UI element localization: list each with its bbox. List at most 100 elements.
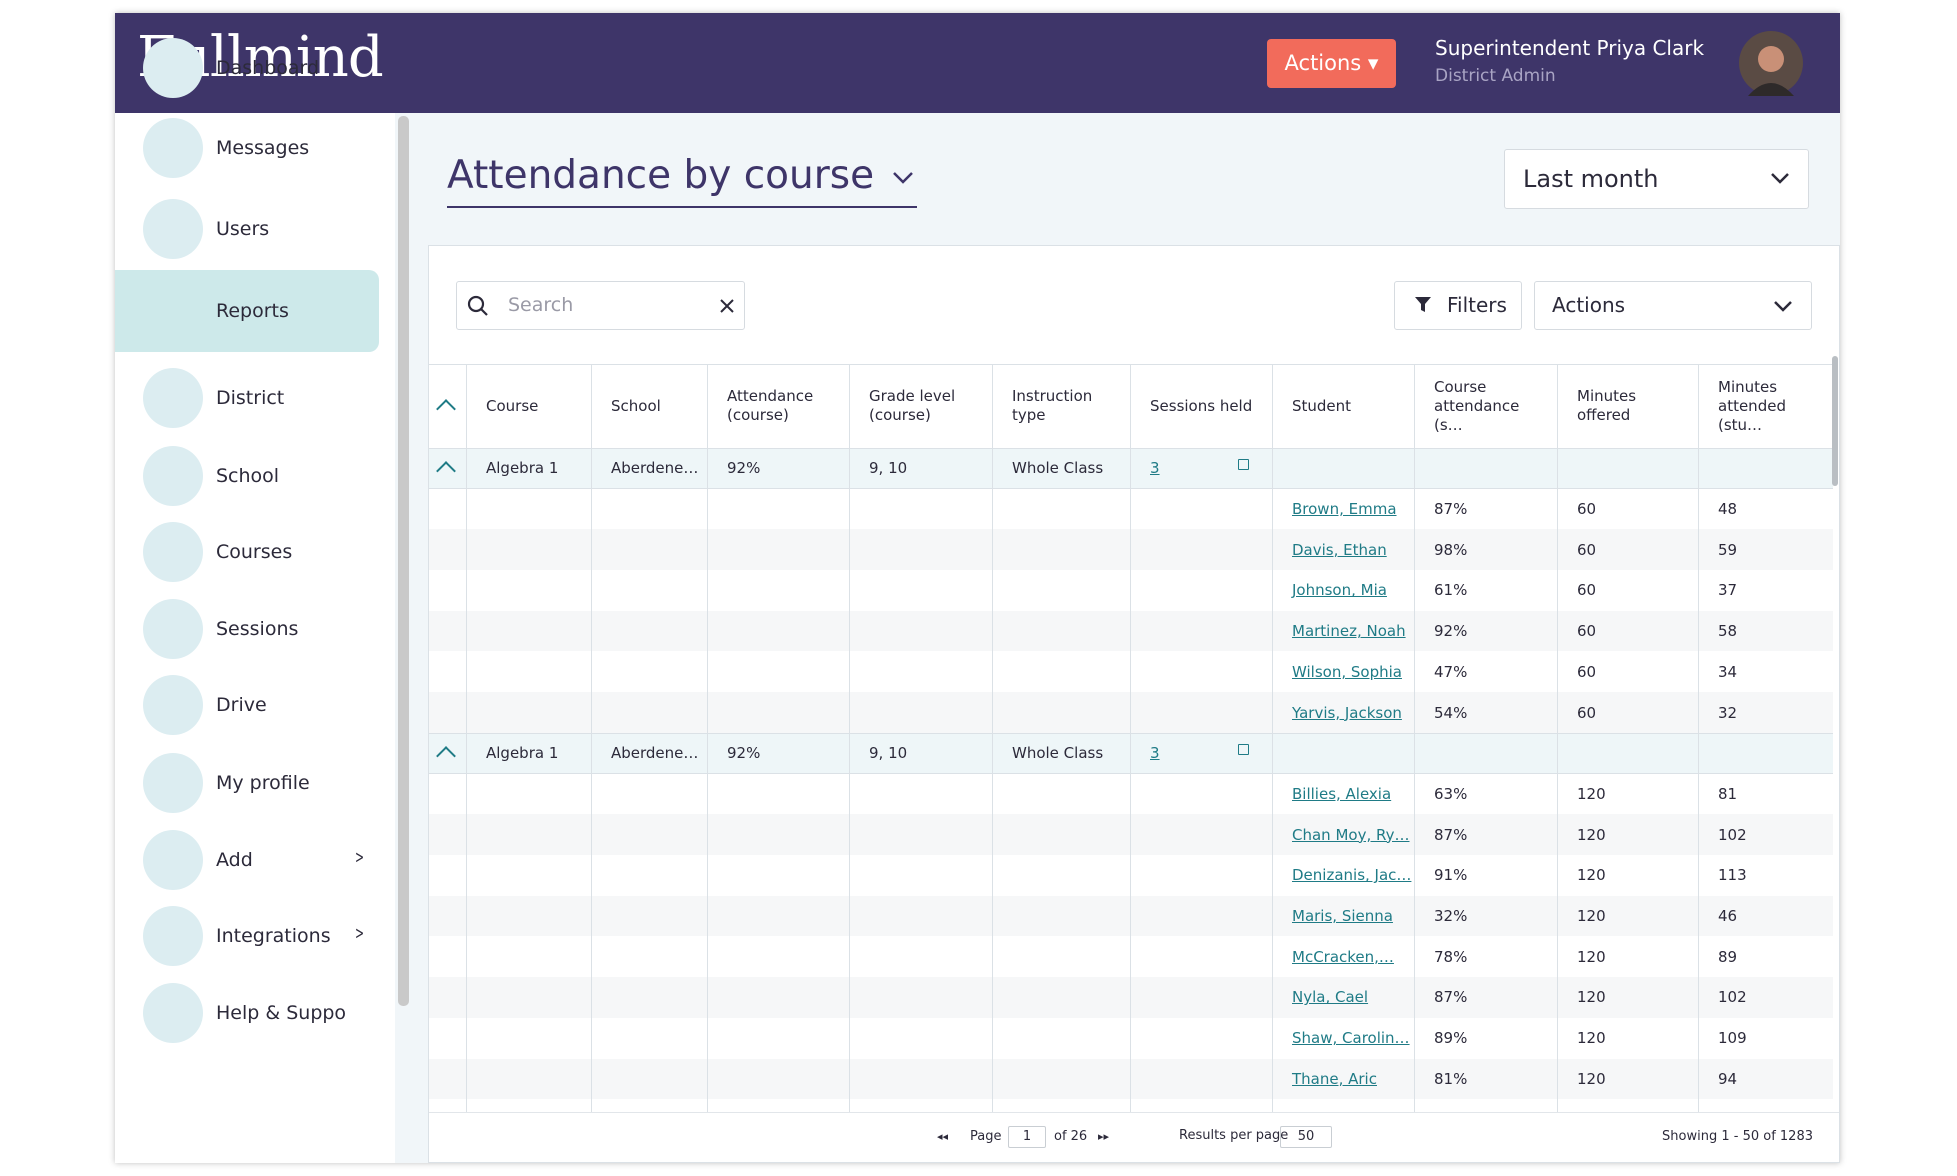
column-header[interactable]: Attendance (course) (727, 387, 814, 424)
report-title[interactable]: Attendance by course (447, 153, 875, 198)
minutes-attended-cell: 48 (1718, 500, 1738, 519)
next-last-buttons[interactable]: ▸▸ (1098, 1130, 1110, 1143)
minutes-attended-cell: 102 (1718, 825, 1747, 844)
minutes-offered-cell: 60 (1577, 500, 1597, 519)
minutes-attended-cell: 46 (1718, 907, 1738, 926)
minutes-offered-cell: 60 (1577, 540, 1597, 559)
table-scrollbar[interactable] (1832, 356, 1838, 486)
column-header[interactable]: Course attendance (s… (1434, 377, 1520, 434)
student-link[interactable]: Yarvis, Jackson (1292, 703, 1402, 722)
student-link[interactable]: Wilson, Sophia (1292, 662, 1402, 681)
column-divider (1698, 364, 1699, 1112)
nav-item[interactable]: District (115, 357, 379, 439)
actions-button[interactable]: Actions ▾ (1267, 39, 1396, 88)
student-link[interactable]: Martinez, Noah (1292, 622, 1406, 641)
course-attendance-cell: 87% (1434, 825, 1468, 844)
student-link[interactable]: Denizanis, Jac… (1292, 866, 1412, 885)
nav-label: School (216, 465, 280, 487)
filters-button[interactable]: Filters (1394, 281, 1522, 330)
nav-item[interactable]: School (115, 435, 379, 517)
sessions-link[interactable]: 3 (1150, 744, 1160, 763)
table-row (429, 529, 1833, 571)
student-link[interactable]: Thane, Aric (1292, 1069, 1377, 1088)
external-link-icon[interactable] (1238, 459, 1249, 470)
student-link[interactable]: Nyla, Cael (1292, 988, 1369, 1007)
student-link[interactable]: Davis, Ethan (1292, 540, 1387, 559)
column-divider (849, 364, 850, 1112)
minutes-attended-cell: 34 (1718, 662, 1738, 681)
course-attendance-cell: 91% (1434, 866, 1468, 885)
clear-icon[interactable] (720, 299, 734, 313)
table-row (429, 610, 1833, 652)
table-row (429, 448, 1833, 489)
student-link[interactable]: Brown, Emma (1292, 500, 1397, 519)
nav-item[interactable]: Dashboard (115, 27, 379, 109)
report-panel: Search Filters Actions Course School Atten… (428, 245, 1840, 1163)
nav-label: Add (216, 849, 253, 871)
minutes-attended-cell: 102 (1718, 988, 1747, 1007)
student-link[interactable]: McCracken,… (1292, 947, 1394, 966)
minutes-attended-cell: 32 (1718, 703, 1738, 722)
sidebar-scrollbar[interactable] (398, 116, 409, 1006)
student-link[interactable]: Chan Moy, Ry… (1292, 825, 1410, 844)
nav-item[interactable]: Add > (115, 819, 379, 901)
nav-item[interactable]: Drive (115, 664, 379, 746)
nav-icon (143, 830, 203, 890)
column-header[interactable]: Minutes offered (1577, 387, 1637, 424)
minutes-offered-cell: 60 (1577, 622, 1597, 641)
nav-label: Help & Suppor (216, 1002, 346, 1024)
external-link-icon[interactable] (1238, 743, 1249, 755)
nav-item[interactable]: Courses (115, 511, 379, 593)
per-page-input[interactable]: 50 (1280, 1126, 1332, 1148)
page-input[interactable]: 1 (1008, 1126, 1046, 1148)
student-link[interactable]: Billies, Alexia (1292, 784, 1392, 803)
nav-item[interactable]: My profile (115, 742, 379, 824)
first-prev-buttons[interactable]: ◂◂ (937, 1130, 949, 1143)
nav-item[interactable]: Help & Suppor (115, 972, 379, 1054)
search-box[interactable]: Search (456, 281, 745, 330)
table-row (429, 1017, 1833, 1059)
column-header[interactable]: School (611, 396, 661, 415)
chevron (1774, 301, 1792, 312)
nav-icon (143, 368, 203, 428)
showing-count: Showing 1 - 50 of 1283 (1662, 1129, 1813, 1144)
search-icon (467, 295, 488, 316)
school-cell: Aberdene… (611, 459, 699, 478)
nav-item[interactable]: Messages (115, 107, 379, 189)
student-link[interactable]: Maris, Sienna (1292, 907, 1393, 926)
column-header[interactable]: Grade level (course) (869, 387, 956, 424)
attendance-cell: 92% (727, 744, 761, 763)
chevron (1771, 173, 1789, 184)
student-link[interactable]: Johnson, Mia (1292, 581, 1387, 600)
user-name: Superintendent Priya Clark (1435, 36, 1705, 60)
nav-item[interactable]: Integrations > (115, 895, 379, 977)
course-attendance-cell: 89% (1434, 1029, 1468, 1048)
data-table: Course School Attendance (course) Grade lev… (429, 364, 1834, 1112)
column-header[interactable]: Sessions held (1150, 396, 1253, 415)
nav-item[interactable]: Users (115, 188, 379, 270)
actions-label: Actions (1284, 51, 1362, 75)
avatar[interactable] (1738, 30, 1804, 96)
per-page-label: Results per page (1179, 1128, 1289, 1143)
table-row (429, 732, 1833, 774)
nav-item[interactable]: Reports (115, 270, 379, 352)
nav-item[interactable]: Sessions (115, 588, 379, 670)
nav-label: Dashboard (216, 57, 320, 79)
table-actions-label: Actions (1552, 293, 1626, 317)
title-chevron[interactable] (891, 170, 915, 186)
header-row (429, 364, 1833, 450)
period-dropdown[interactable]: Last month (1504, 149, 1809, 209)
minutes-attended-cell: 113 (1718, 866, 1747, 885)
column-header[interactable]: Course (486, 396, 539, 415)
column-header[interactable]: Minutes attended (stu… (1718, 377, 1786, 434)
table-actions-dropdown[interactable]: Actions (1534, 281, 1812, 330)
column-header[interactable]: Student (1292, 396, 1352, 415)
column-header[interactable]: Instruction type (1012, 387, 1093, 424)
minutes-attended-cell: 94 (1718, 1069, 1738, 1088)
period-label: Last month (1523, 165, 1659, 193)
student-link[interactable]: Shaw, Carolin… (1292, 1029, 1410, 1048)
sessions-link[interactable]: 3 (1150, 459, 1160, 478)
column-divider (591, 364, 592, 1112)
minutes-attended-cell: 58 (1718, 622, 1738, 641)
nav-label: District (216, 387, 285, 409)
